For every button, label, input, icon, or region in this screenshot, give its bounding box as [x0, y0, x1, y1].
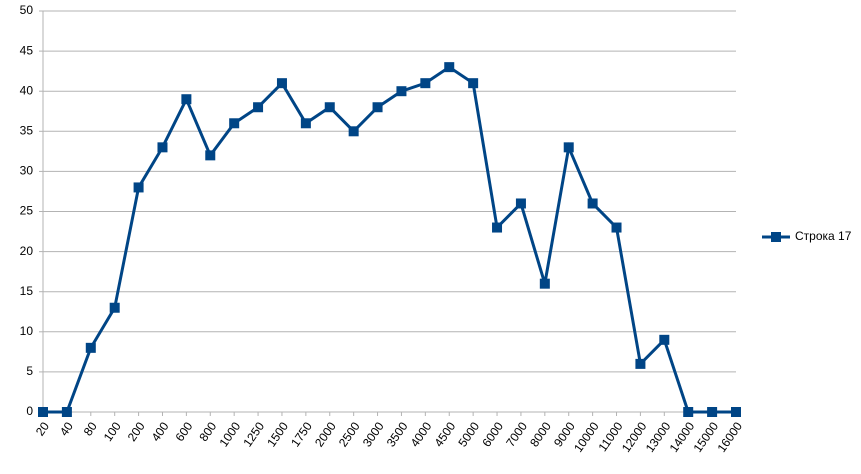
x-tick-label: 20	[33, 419, 52, 438]
point-marker	[324, 102, 335, 113]
point-marker	[420, 78, 431, 89]
point-marker	[229, 118, 240, 129]
y-tick-label: 10	[20, 324, 34, 338]
y-tick-label: 5	[26, 364, 33, 378]
y-tick-label: 35	[20, 123, 34, 137]
x-tick-label: 5000	[455, 419, 482, 449]
x-tick-label: 400	[149, 419, 172, 444]
x-tick-label: 10000	[571, 419, 602, 455]
y-tick-label: 40	[20, 83, 34, 97]
x-tick-label: 600	[172, 419, 195, 444]
x-tick-label: 8000	[527, 419, 554, 449]
legend-marker	[771, 232, 781, 242]
x-tick-label: 1500	[264, 419, 291, 449]
y-tick-label: 30	[20, 164, 34, 178]
y-tick-label: 25	[20, 204, 34, 218]
legend-label: Строка 17	[795, 229, 852, 243]
x-tick-label: 40	[57, 419, 76, 438]
x-tick-label: 1750	[288, 419, 315, 449]
y-tick-label: 20	[20, 244, 34, 258]
x-tick-label: 3000	[360, 419, 387, 449]
point-marker	[157, 142, 168, 153]
point-marker	[444, 62, 455, 73]
x-tick-label: 16000	[714, 419, 745, 455]
y-tick-label: 0	[26, 404, 33, 418]
point-marker	[492, 222, 503, 233]
y-tick-label: 15	[20, 284, 34, 298]
point-marker	[396, 86, 407, 97]
point-marker	[253, 102, 264, 113]
point-marker	[683, 407, 694, 417]
x-tick-label: 1250	[240, 419, 267, 449]
point-marker	[205, 150, 216, 161]
x-tick-label: 80	[81, 419, 100, 438]
x-tick-label: 1000	[216, 419, 243, 449]
point-marker	[587, 198, 598, 209]
point-marker	[659, 334, 670, 345]
x-tick-label: 3500	[384, 419, 411, 449]
point-marker	[635, 358, 646, 369]
point-marker	[133, 182, 144, 193]
point-marker	[276, 78, 287, 89]
x-tick-label: 2500	[336, 419, 363, 449]
point-marker	[300, 118, 311, 129]
y-tick-label: 45	[20, 43, 34, 57]
x-tick-label: 7000	[503, 419, 530, 449]
series-line	[43, 65, 736, 414]
point-marker	[372, 102, 383, 113]
point-marker	[707, 407, 718, 417]
point-marker	[181, 94, 192, 105]
point-marker	[109, 302, 120, 313]
point-marker	[515, 198, 526, 209]
y-tick-label: 50	[20, 3, 34, 17]
x-tick-label: 4000	[408, 419, 435, 449]
point-marker	[611, 222, 622, 233]
x-tick-label: 100	[101, 419, 124, 444]
point-marker	[539, 278, 550, 289]
x-tick-label: 2000	[312, 419, 339, 449]
point-marker	[348, 126, 359, 137]
point-marker	[61, 407, 72, 417]
x-tick-label: 4500	[432, 419, 459, 449]
point-marker	[38, 407, 48, 417]
x-tick-label: 200	[125, 419, 148, 444]
x-tick-label: 6000	[479, 419, 506, 449]
point-marker	[85, 342, 96, 353]
point-marker	[731, 407, 741, 417]
point-marker	[563, 142, 574, 153]
point-marker	[468, 78, 479, 89]
